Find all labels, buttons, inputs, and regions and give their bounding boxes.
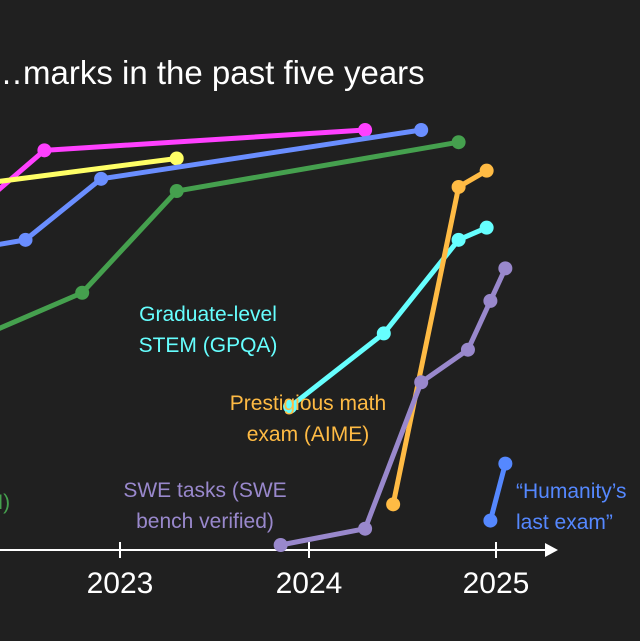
series-swe — [273, 261, 513, 552]
data-point — [479, 220, 494, 235]
series-label-swe: SWE tasks (SWE — [123, 479, 286, 502]
series-label-aime: Prestigious math — [230, 392, 386, 415]
x-axis: 2023 2024 2025 — [0, 542, 558, 600]
series-line — [487, 461, 508, 524]
data-point — [451, 232, 466, 247]
series-gpqa — [283, 220, 494, 414]
data-point — [18, 232, 33, 247]
series-label-swe: bench verified) — [136, 510, 274, 533]
data-point — [376, 326, 391, 341]
data-point — [460, 342, 475, 357]
series-line — [0, 127, 424, 247]
x-axis-arrow — [545, 543, 558, 557]
data-point — [94, 171, 109, 186]
data-point — [414, 123, 429, 137]
series-line — [287, 225, 490, 410]
x-tick-label: 2025 — [463, 567, 530, 600]
series-label-gpqa: STEM (GPQA) — [139, 334, 278, 357]
series-hle — [483, 456, 513, 528]
series-line — [0, 155, 180, 184]
data-point — [451, 135, 466, 150]
x-tick-label: 2023 — [87, 567, 154, 600]
data-point — [169, 151, 184, 166]
data-point — [169, 184, 184, 199]
data-point — [498, 261, 513, 276]
series-line — [0, 139, 462, 331]
data-point — [358, 123, 373, 137]
data-point — [451, 179, 466, 194]
data-point — [386, 497, 401, 512]
series-label-green: H) — [0, 491, 10, 514]
data-point — [483, 513, 498, 528]
series-line — [0, 127, 368, 192]
series-label-hle: last exam” — [516, 511, 613, 534]
x-tick-label: 2024 — [276, 567, 343, 600]
data-point — [483, 293, 498, 308]
data-point — [75, 285, 90, 300]
series-green — [0, 135, 466, 331]
series-aime — [386, 163, 494, 512]
data-point — [37, 143, 52, 158]
series-magenta — [0, 123, 373, 192]
series-label-hle: “Humanity’s — [516, 480, 626, 503]
data-point — [358, 521, 373, 536]
series-label-gpqa: Graduate-level — [139, 303, 277, 326]
data-point — [414, 375, 429, 390]
chart-title: …marks in the past five years — [0, 54, 425, 91]
series-group — [0, 123, 513, 552]
data-point — [479, 163, 494, 178]
data-point — [283, 399, 298, 414]
data-point — [273, 538, 288, 552]
data-point — [498, 456, 513, 471]
series-label-aime: exam (AIME) — [247, 423, 370, 446]
series-blue — [0, 123, 429, 247]
series-yellow — [0, 151, 184, 184]
